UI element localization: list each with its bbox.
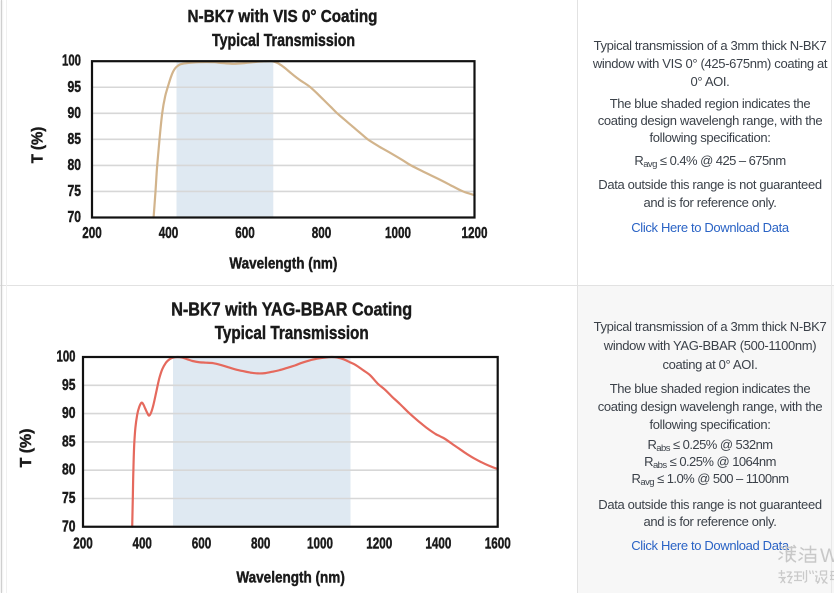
svg-text:800: 800 xyxy=(251,536,271,553)
svg-text:85: 85 xyxy=(62,433,76,450)
svg-text:400: 400 xyxy=(159,225,179,242)
svg-text:N-BK7 with YAG-BBAR Coating: N-BK7 with YAG-BBAR Coating xyxy=(171,299,412,320)
svg-text:95: 95 xyxy=(68,79,82,96)
svg-text:95: 95 xyxy=(62,377,76,394)
svg-text:75: 75 xyxy=(62,490,76,507)
svg-text:70: 70 xyxy=(68,209,82,226)
svg-text:N-BK7 with VIS 0° Coating: N-BK7 with VIS 0° Coating xyxy=(188,6,378,26)
svg-text:1600: 1600 xyxy=(485,536,511,553)
svg-text:Typical Transmission: Typical Transmission xyxy=(215,322,369,343)
svg-text:90: 90 xyxy=(68,105,82,122)
svg-text:Wavelength (nm): Wavelength (nm) xyxy=(236,570,345,587)
svg-text:200: 200 xyxy=(73,536,93,553)
svg-text:T (%): T (%) xyxy=(30,127,47,164)
svg-text:Wavelength (nm): Wavelength (nm) xyxy=(229,256,337,273)
svg-text:Typical Transmission: Typical Transmission xyxy=(212,30,355,50)
svg-text:85: 85 xyxy=(68,131,82,148)
svg-text:600: 600 xyxy=(235,225,255,242)
svg-text:1200: 1200 xyxy=(366,536,392,553)
svg-text:1200: 1200 xyxy=(462,225,488,242)
svg-text:1000: 1000 xyxy=(307,536,333,553)
svg-text:80: 80 xyxy=(68,157,82,174)
svg-text:T (%): T (%) xyxy=(18,429,35,468)
svg-text:90: 90 xyxy=(62,405,76,422)
svg-text:800: 800 xyxy=(312,225,332,242)
svg-text:100: 100 xyxy=(62,53,81,70)
svg-text:80: 80 xyxy=(62,462,76,479)
svg-text:75: 75 xyxy=(68,183,82,200)
svg-text:1000: 1000 xyxy=(385,225,411,242)
svg-text:400: 400 xyxy=(132,536,152,553)
svg-text:600: 600 xyxy=(192,536,212,553)
svg-text:100: 100 xyxy=(57,349,76,366)
svg-text:1400: 1400 xyxy=(425,536,451,553)
svg-text:200: 200 xyxy=(82,225,102,242)
svg-text:70: 70 xyxy=(62,518,76,535)
